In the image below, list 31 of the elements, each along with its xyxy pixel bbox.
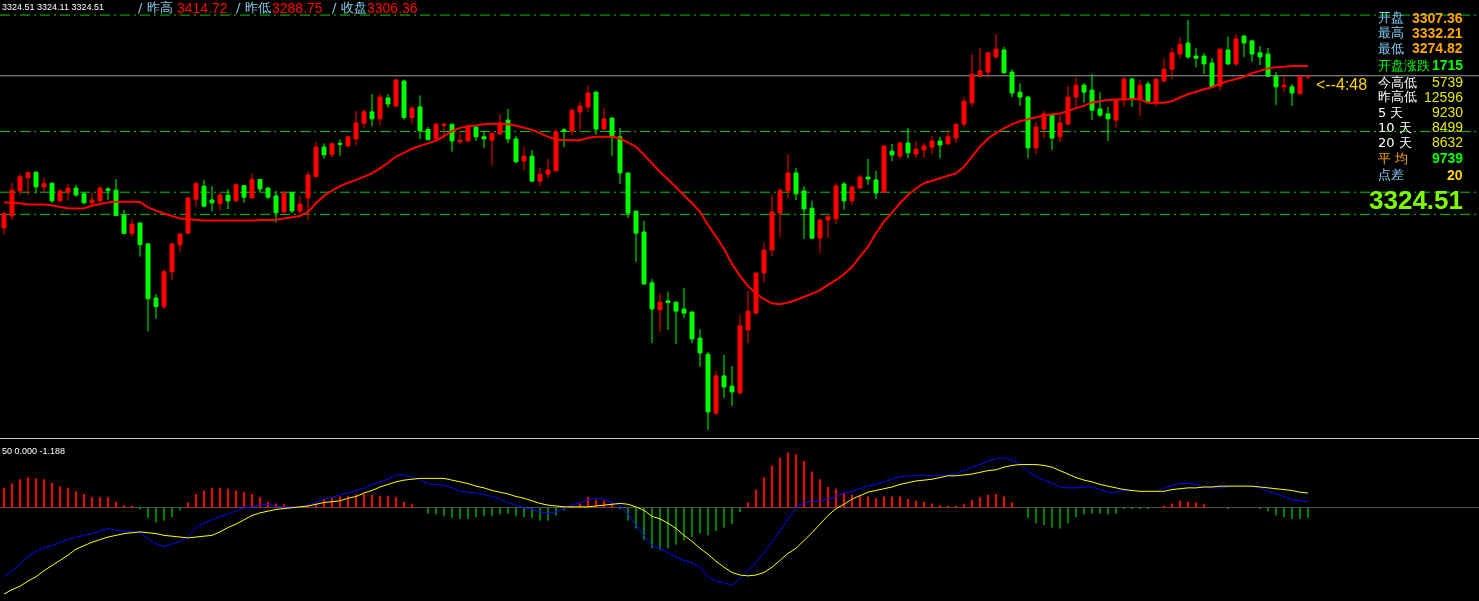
text: 昨高低 [1378, 89, 1417, 104]
text: 3307.36 [1412, 10, 1463, 26]
text: 3324.51 [1369, 185, 1463, 215]
text: / 收盘 [332, 0, 367, 15]
text: 3332.21 [1412, 25, 1463, 41]
text: 8499 [1432, 119, 1464, 135]
text: 今高低 [1378, 75, 1417, 90]
text: 最高 [1378, 25, 1404, 40]
text: 9739 [1432, 150, 1464, 166]
text: <--4:48 [1316, 76, 1368, 93]
text: / 昨高 [138, 0, 173, 15]
text: 8632 [1432, 134, 1464, 150]
text: 12596 [1424, 89, 1464, 105]
text: / 昨低 [236, 0, 271, 15]
text: 开盘涨跌 [1378, 58, 1430, 73]
text: 3324.51 3324.11 3324.51 [2, 2, 104, 12]
text: 开盘 [1378, 10, 1404, 25]
text: 平 均 [1378, 151, 1409, 166]
text: 3414.72 [177, 0, 228, 16]
text: 3306.36 [367, 0, 418, 16]
text: 5739 [1432, 74, 1464, 90]
text: 5 天 [1378, 105, 1404, 120]
text: 1715 [1432, 57, 1464, 73]
text: 点差 [1378, 167, 1404, 182]
text: 9230 [1432, 104, 1464, 120]
text: 3288.75 [272, 0, 323, 16]
text: 20 天 [1378, 135, 1412, 150]
text: 最低 [1378, 41, 1404, 56]
text: 3274.82 [1412, 40, 1463, 56]
text: 20 [1447, 167, 1463, 183]
annotation: 50 0.000 -1.188 [2, 446, 66, 456]
